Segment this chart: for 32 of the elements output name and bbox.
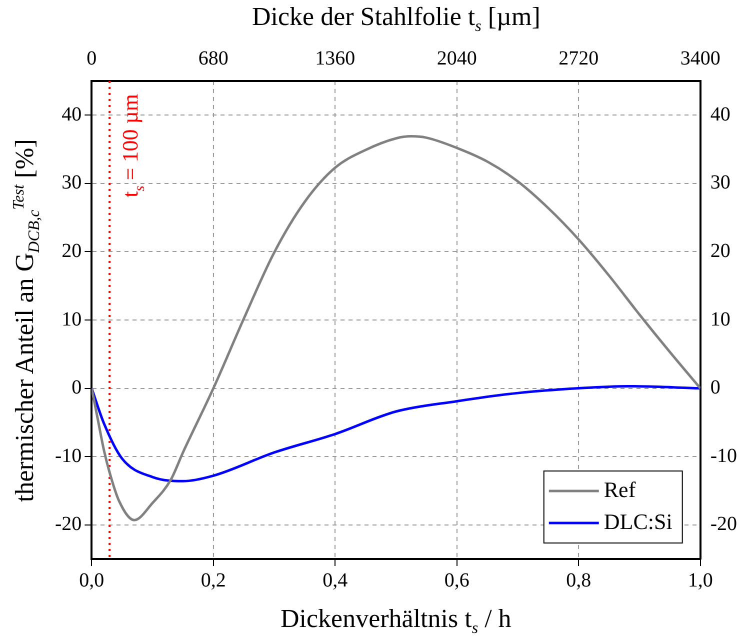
y2-tick-label: 10: [710, 308, 730, 330]
x-tick-label: 1,0: [688, 569, 713, 592]
x-tick-label: 0,6: [444, 569, 470, 592]
x-tick-label: 0,0: [79, 569, 104, 592]
x-tick-label: 0,4: [322, 569, 348, 592]
x2-tick-label: 1360: [315, 47, 356, 70]
x2-axis-title: Dicke der Stahlfolie t$_{s}$ [µm]: [252, 2, 540, 36]
y-tick-label: 0: [72, 376, 82, 399]
y2-tick-label: -20: [710, 513, 738, 536]
y-tick-label: 30: [62, 172, 82, 194]
y-tick-label: 10: [62, 308, 82, 330]
x-axis-title: Dickenverhältnis t$_{s}$ / h: [280, 604, 512, 638]
y2-tick-label: 30: [710, 172, 730, 194]
y2-tick-label: 20: [710, 240, 730, 262]
legend-label: Ref: [604, 476, 636, 502]
x2-tick-label: 2720: [558, 47, 599, 70]
ref-line-label: ts = 100 µm: [118, 94, 148, 198]
x-tick-label: 0,8: [566, 569, 592, 592]
y-tick-label: -10: [54, 444, 82, 467]
y-tick-label: 40: [62, 103, 82, 126]
x2-tick-label: 0: [86, 47, 97, 70]
y2-tick-label: 40: [710, 103, 730, 126]
y2-tick-label: -10: [710, 444, 738, 467]
y-tick-label: -20: [54, 513, 82, 536]
x2-tick-label: 680: [198, 47, 228, 70]
x2-tick-label: 2040: [436, 47, 477, 70]
x-tick-label: 0,2: [200, 569, 226, 592]
legend-label: DLC:Si: [604, 508, 672, 534]
line-series: [92, 384, 700, 482]
x2-tick-label: 3400: [680, 47, 720, 70]
y-tick-label: 20: [62, 240, 82, 262]
y2-tick-label: 0: [710, 376, 720, 399]
